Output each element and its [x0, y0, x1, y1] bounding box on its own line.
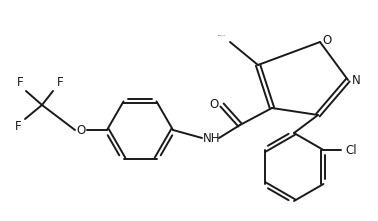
Text: F: F — [57, 76, 63, 90]
Text: methyl_tick: methyl_tick — [218, 34, 226, 36]
Text: N: N — [352, 74, 360, 88]
Text: NH: NH — [203, 133, 221, 145]
Text: Cl: Cl — [345, 143, 357, 156]
Text: O: O — [209, 97, 218, 110]
Text: O: O — [322, 34, 332, 48]
Text: F: F — [15, 120, 21, 133]
Text: F: F — [17, 76, 23, 90]
Text: O: O — [76, 124, 86, 137]
